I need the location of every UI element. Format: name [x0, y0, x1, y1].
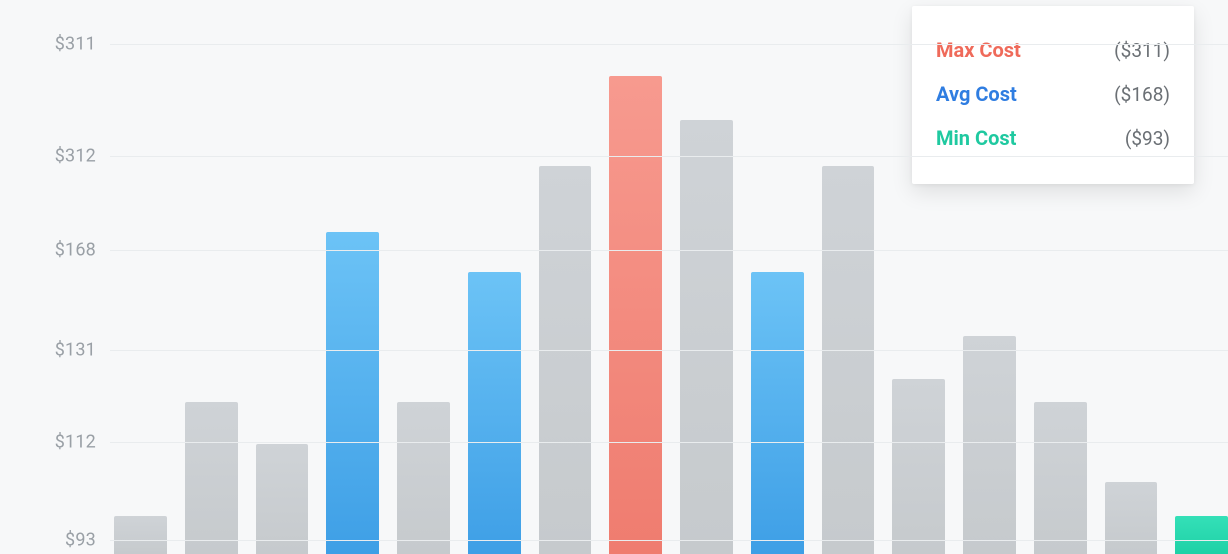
bar: [326, 232, 379, 554]
gridline: [110, 442, 1228, 443]
cost-bar-chart: $311 $312 $168 $131 $112 $93 Max Cost ($311) …: [0, 0, 1228, 554]
legend-value-max: ($311): [1114, 39, 1170, 62]
gridline: [110, 156, 1228, 157]
gridline: [110, 350, 1228, 351]
gridline: [110, 540, 1228, 541]
bar: [539, 166, 592, 554]
gridline: [110, 44, 1228, 45]
bar: [892, 379, 945, 554]
legend-row-min: Min Cost ($93): [936, 116, 1170, 160]
bar: [1105, 482, 1158, 554]
y-tick-label: $93: [65, 530, 96, 551]
bar: [680, 120, 733, 554]
y-tick-label: $112: [55, 432, 96, 453]
bar: [256, 444, 309, 554]
bar: [822, 166, 875, 554]
bar: [397, 402, 450, 554]
bar: [1175, 516, 1228, 554]
bar: [1034, 402, 1087, 554]
legend-value-avg: ($168): [1114, 83, 1170, 106]
bar: [114, 516, 167, 554]
cost-legend: Max Cost ($311) Avg Cost ($168) Min Cost…: [912, 6, 1194, 184]
legend-label-min: Min Cost: [936, 126, 1016, 150]
gridline: [110, 250, 1228, 251]
y-tick-label: $131: [55, 340, 96, 361]
legend-label-avg: Avg Cost: [936, 82, 1017, 106]
legend-label-max: Max Cost: [936, 38, 1021, 62]
bar: [609, 76, 662, 554]
y-tick-label: $168: [55, 240, 96, 261]
y-tick-label: $312: [55, 146, 96, 167]
legend-row-avg: Avg Cost ($168): [936, 72, 1170, 116]
bar: [751, 272, 804, 554]
y-tick-label: $311: [55, 34, 96, 55]
legend-row-max: Max Cost ($311): [936, 28, 1170, 72]
y-axis: $311 $312 $168 $131 $112 $93: [0, 0, 110, 554]
bar: [185, 402, 238, 554]
bar: [963, 336, 1016, 554]
bar: [468, 272, 521, 554]
legend-value-min: ($93): [1125, 127, 1170, 150]
